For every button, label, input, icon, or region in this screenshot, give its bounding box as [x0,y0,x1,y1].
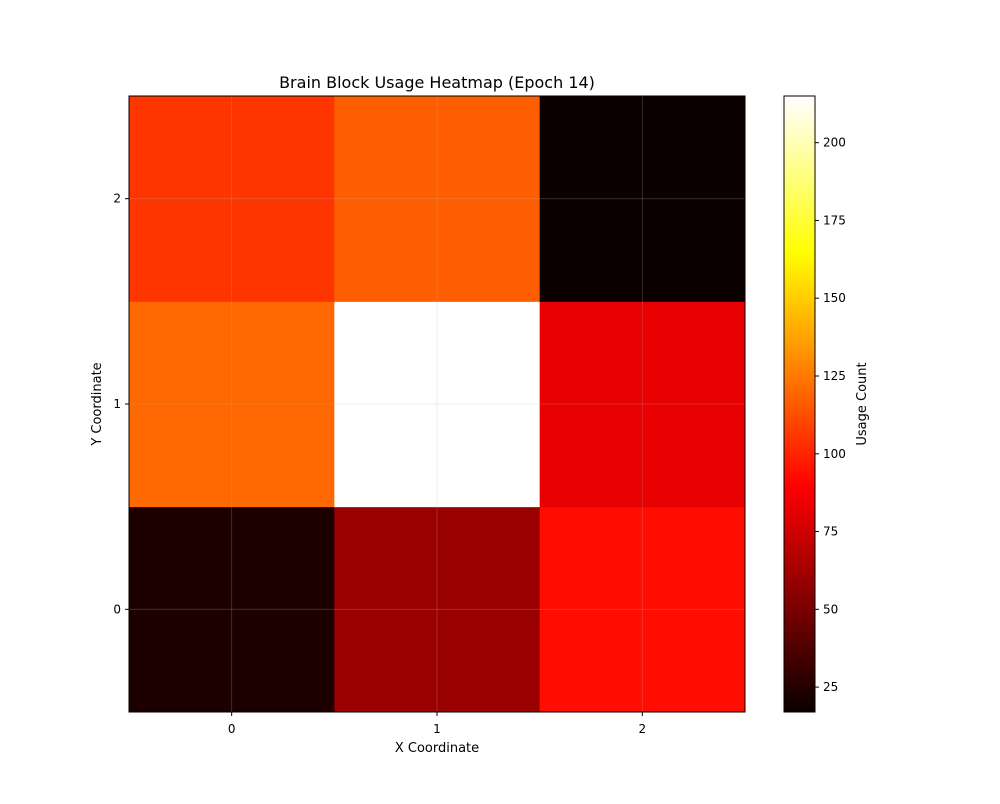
heatmap-cells [129,96,746,713]
heatmap-cell-x2-y1 [539,301,746,508]
heatmap-cell-x0-y0 [129,506,335,713]
chart-title: Brain Block Usage Heatmap (Epoch 14) [279,73,595,92]
heatmap-cell-x2-y0 [539,506,746,713]
colorbar [783,95,816,713]
y-axis-label: Y Coordinate [90,362,105,446]
x-axis: 0 1 2 [228,712,646,736]
colorbar-tick-label: 175 [823,213,846,227]
colorbar-tick-label: 25 [823,680,838,694]
heatmap-cell-x1-y1 [334,301,541,508]
y-tick-label: 2 [113,192,121,206]
x-tick-label: 0 [228,722,236,736]
heatmap-cell-x0-y1 [129,301,335,508]
grid-lines [129,96,745,712]
heatmap-cell-x1-y0 [334,506,541,713]
heatmap-cell-x2-y2 [539,96,746,302]
colorbar-tick-label: 125 [823,369,846,383]
colorbar-tick-label: 100 [823,447,846,461]
colorbar-axis: 25 50 75 100 125 150 175 200 [815,136,846,694]
colorbar-tick-label: 50 [823,602,838,616]
x-axis-label: X Coordinate [395,741,479,756]
colorbar-tick-label: 75 [823,525,838,539]
x-tick-label: 2 [639,722,647,736]
colorbar-label: Usage Count [855,362,870,445]
y-tick-label: 0 [113,602,121,616]
y-tick-label: 1 [113,397,121,411]
heatmap-cell-x1-y2 [334,96,541,302]
heatmap-cell-x0-y2 [129,96,335,302]
colorbar-tick-label: 150 [823,291,846,305]
x-tick-label: 1 [433,722,441,736]
colorbar-tick-label: 200 [823,136,846,150]
y-axis: 0 1 2 [113,192,129,616]
